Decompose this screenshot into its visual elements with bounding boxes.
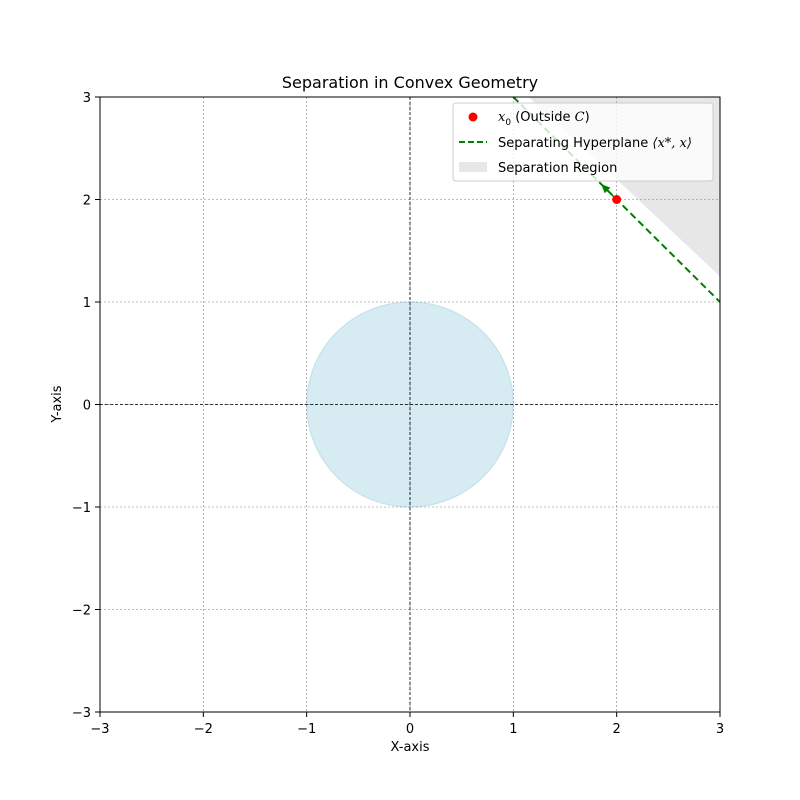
- x-tick-label: 0: [406, 722, 414, 737]
- point-x0: [612, 195, 622, 204]
- y-tick-label: −1: [72, 501, 91, 516]
- y-tick-label: −2: [72, 604, 91, 619]
- y-tick-label: 3: [83, 91, 91, 106]
- y-tick-label: 0: [83, 399, 91, 414]
- x-tick-label: 3: [716, 722, 724, 737]
- legend-label-region: Separation Region: [498, 161, 617, 176]
- y-tick-label: −3: [72, 706, 91, 721]
- y-tick-label: 1: [83, 296, 91, 311]
- x-tick-label: −2: [194, 722, 213, 737]
- plot-content: [100, 97, 720, 712]
- plot-area: −3 −2 −1 0 1 2 3 −3 −2 −1 0 1 2 3: [72, 91, 724, 737]
- x-tick-label: 2: [613, 722, 621, 737]
- legend-label-hyperplane: Separating Hyperplane ⟨x*, x⟩: [498, 136, 692, 151]
- legend-marker-region: [459, 162, 487, 172]
- legend-marker-point: [468, 112, 478, 122]
- legend-box: [452, 102, 714, 182]
- legend-label-point: x0 (Outside C): [498, 110, 590, 128]
- chart-title: Separation in Convex Geometry: [282, 73, 538, 92]
- x-tick-label: −3: [90, 722, 109, 737]
- normal-arrow-head: [601, 184, 611, 194]
- x-axis-label: X-axis: [391, 740, 430, 755]
- x-tick-label: −1: [297, 722, 316, 737]
- y-tick-label: 2: [83, 194, 91, 209]
- x-tick-label: 1: [509, 722, 517, 737]
- legend: x0 (Outside C) Separating Hyperplane ⟨x*,…: [452, 102, 714, 182]
- y-axis-label: Y-axis: [50, 385, 65, 423]
